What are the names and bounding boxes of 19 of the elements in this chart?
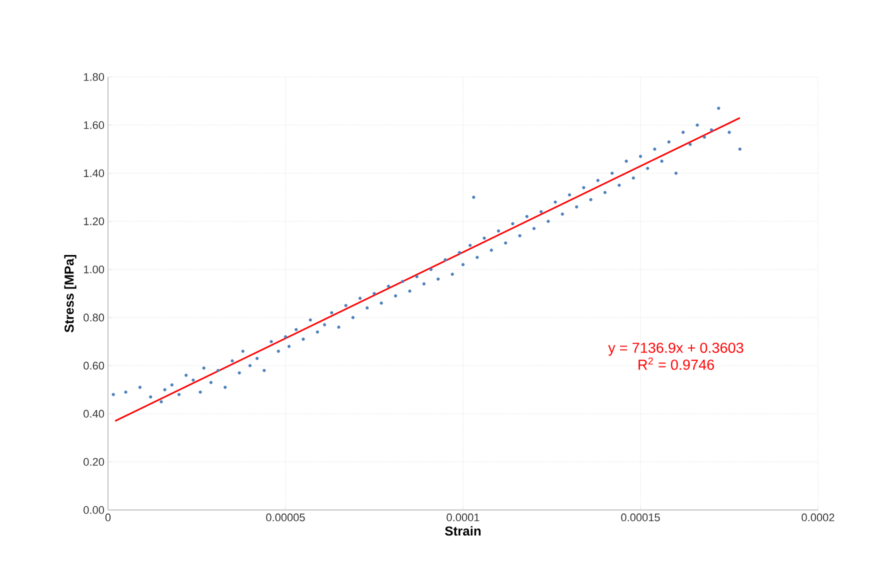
x-tick-label: 0.0002 bbox=[802, 514, 834, 522]
x-tick-label: 0.0001 bbox=[446, 514, 480, 522]
y-tick-label: 0.00 bbox=[84, 506, 104, 514]
y-tick-label: 1.20 bbox=[84, 217, 104, 226]
y-tick-label: 0.80 bbox=[84, 314, 104, 322]
x-axis-title: Strain bbox=[445, 526, 481, 536]
x-tick-label: 0 bbox=[105, 514, 111, 522]
y-tick-label: 0.20 bbox=[84, 458, 104, 466]
y-axis-title: Stress [MPa] bbox=[64, 255, 76, 332]
x-tick-label: 0.00015 bbox=[621, 514, 660, 522]
y-tick-label: 1.80 bbox=[84, 73, 104, 81]
y-tick-label: 0.40 bbox=[84, 410, 104, 418]
y-tick-label: 1.60 bbox=[84, 121, 104, 129]
y-tick-label: 1.00 bbox=[84, 266, 104, 274]
y-tick-label: 0.60 bbox=[84, 362, 104, 370]
x-tick-label: 0.00005 bbox=[266, 514, 305, 522]
annotation: R$^{2}$ = 0.9746 bbox=[638, 357, 714, 370]
annotation: y = 7136.9x + 0.3603 bbox=[608, 342, 744, 356]
y-tick-label: 1.40 bbox=[84, 169, 104, 178]
